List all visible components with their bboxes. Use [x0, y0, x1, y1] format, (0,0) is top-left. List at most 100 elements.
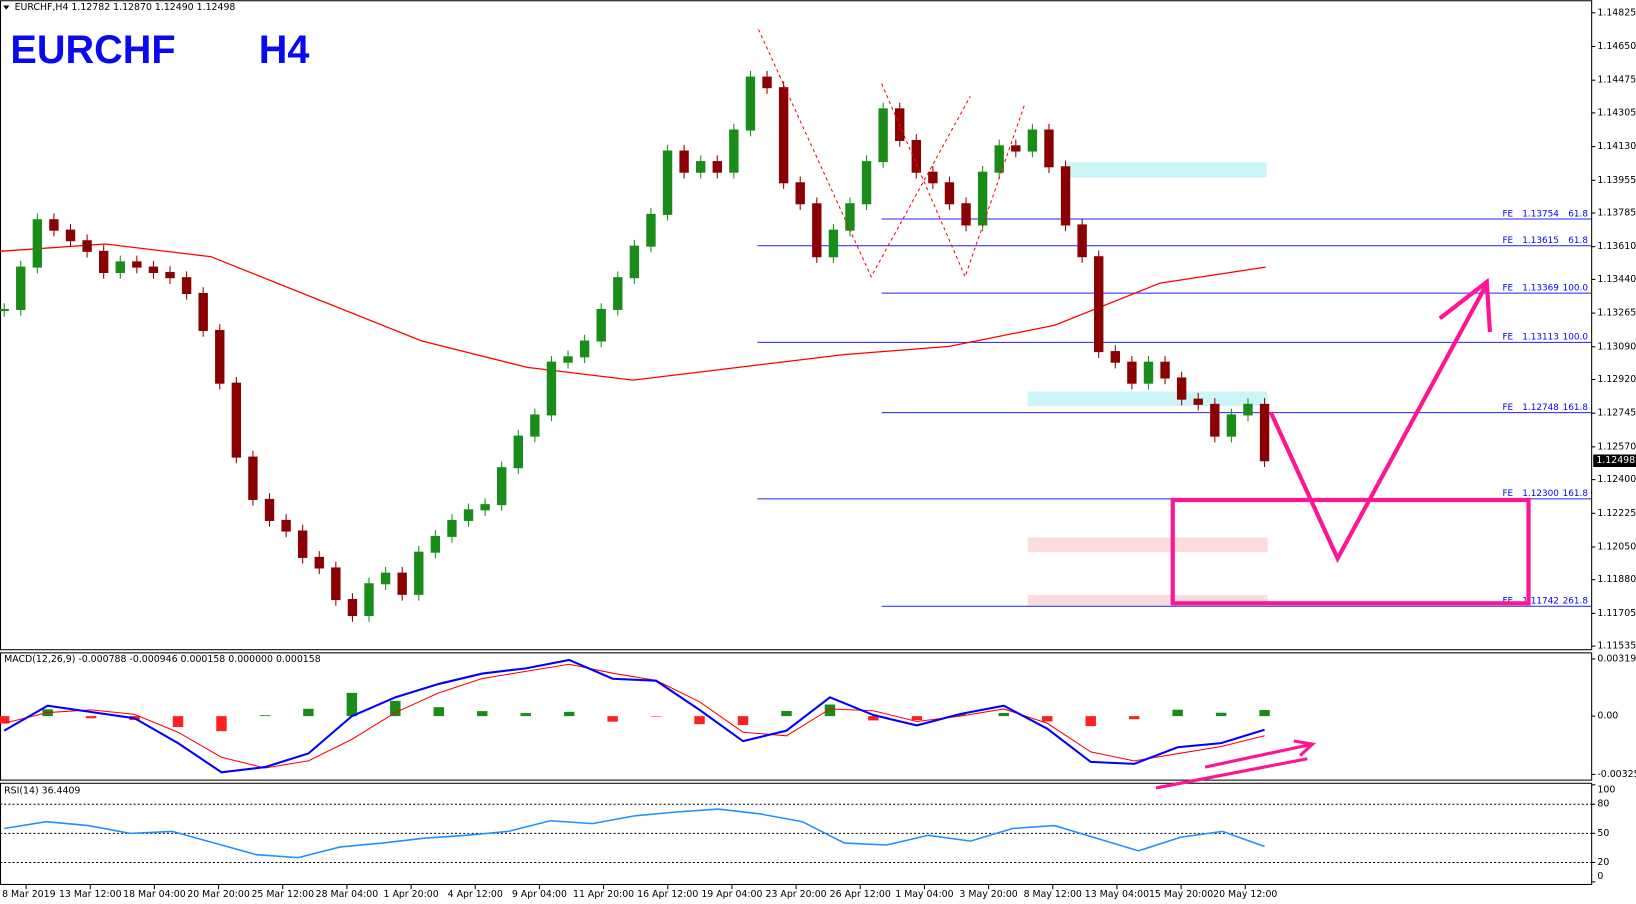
candle	[414, 551, 424, 595]
candle	[530, 414, 540, 437]
y-tick-label: 100	[1597, 785, 1615, 796]
osma-bar	[259, 715, 271, 717]
osma-bar	[477, 711, 488, 717]
y-tick-label: 1.12225	[1597, 508, 1636, 519]
x-tick-label: 16 Apr 12:00	[637, 889, 698, 900]
fe-ratio: 161.8	[1563, 489, 1589, 499]
x-tick-label: 4 Apr 12:00	[448, 889, 503, 900]
candle	[1027, 129, 1038, 152]
candle	[1060, 166, 1071, 226]
x-tick-label: 20 Mar 20:00	[187, 889, 250, 900]
candle	[845, 203, 855, 231]
zigzag	[881, 83, 1026, 279]
osma-bar	[563, 711, 575, 717]
candle	[1193, 398, 1203, 405]
osma-bar	[650, 716, 662, 717]
y-tick-label: 1.12570	[1597, 441, 1636, 452]
arrow-head	[1293, 739, 1316, 757]
osma-bar	[694, 716, 705, 725]
y-tick-label: 1.13090	[1597, 341, 1636, 352]
candle	[911, 139, 921, 173]
osma-bar	[1042, 716, 1053, 722]
candle	[148, 266, 159, 274]
x-tick-label: 20 May 12:00	[1213, 889, 1277, 900]
arrow-head	[1438, 277, 1493, 333]
candle	[132, 261, 142, 268]
osma-bar	[85, 716, 97, 719]
candle	[1094, 256, 1104, 353]
plot-layer: 1.14825 1.14650 1.14475 1.14305 1.14130 1.139…	[0, 7, 1636, 900]
osma-bar	[390, 700, 401, 717]
candle	[1127, 361, 1137, 384]
fe-ratio: 61.8	[1568, 209, 1588, 219]
current-price-box	[1593, 454, 1636, 468]
candle	[1259, 403, 1270, 462]
candle	[977, 171, 988, 226]
y-tick-label: 1.13265	[1597, 308, 1636, 319]
candle	[828, 229, 839, 258]
candle	[1176, 377, 1187, 400]
osma-bar	[868, 716, 879, 721]
x-tick-label: 23 Apr 20:00	[766, 889, 827, 900]
candle	[82, 240, 92, 252]
resistance-zone	[1066, 161, 1267, 178]
signal-line	[4, 663, 1265, 769]
rsi-label: RSI(14) 36.4409	[4, 786, 80, 797]
osma-bar	[607, 716, 618, 722]
x-tick-label: 8 May 12:00	[1024, 889, 1082, 900]
candle	[613, 277, 623, 310]
fe-ratio: 100.0	[1563, 283, 1589, 293]
osma-bar	[172, 716, 184, 728]
candle	[397, 572, 407, 595]
fe-tag: FE	[1502, 209, 1513, 219]
osma-bar	[346, 692, 358, 717]
candle	[380, 572, 391, 585]
menu-triangle[interactable]	[3, 5, 10, 10]
candle	[65, 229, 76, 242]
candle	[16, 266, 26, 310]
candle	[596, 308, 606, 342]
fe-tag: FE	[1502, 333, 1513, 343]
candle	[231, 382, 242, 458]
fe-price: 1.12300	[1522, 489, 1559, 499]
y-tick-label: 1.13785	[1597, 208, 1636, 219]
zigzag	[758, 29, 971, 278]
candle	[1011, 145, 1021, 152]
osma-bar	[303, 708, 314, 717]
y-tick-label: 1.11880	[1597, 574, 1636, 585]
x-tick-label: 26 Apr 12:00	[830, 889, 891, 900]
candle	[928, 171, 938, 184]
candle	[712, 161, 722, 173]
candle	[646, 213, 656, 247]
y-tick-label: 20	[1597, 857, 1609, 868]
osma-bar	[0, 716, 10, 724]
y-tick-label: 80	[1597, 799, 1609, 810]
osma-bar	[1172, 709, 1183, 717]
candle	[1160, 361, 1170, 379]
annotations	[758, 29, 1531, 790]
candle	[32, 219, 43, 268]
candle	[762, 76, 772, 89]
osma-bar	[1128, 716, 1140, 720]
macd-frame	[0, 652, 1593, 781]
candle	[0, 308, 9, 312]
osma-bar	[911, 716, 923, 721]
x-tick-label: 9 Apr 04:00	[512, 889, 567, 900]
candle	[1210, 403, 1220, 437]
rsi-line	[4, 808, 1265, 859]
fe-price: 1.13754	[1522, 209, 1559, 219]
y-tick-label: 1.12050	[1597, 541, 1636, 552]
title-timeframe: H4	[259, 28, 310, 72]
candle	[961, 203, 971, 226]
y-tick-label: 1.12400	[1597, 474, 1636, 485]
zones	[1027, 161, 1268, 606]
y-tick-label: 1.13610	[1597, 241, 1636, 252]
y-tick-label: -0.003259	[1597, 769, 1636, 780]
x-tick-label: 13 Mar 12:00	[59, 889, 122, 900]
candle	[1143, 361, 1154, 384]
fe-ratio: 161.8	[1563, 403, 1589, 413]
candle	[98, 250, 109, 274]
candle	[778, 87, 789, 184]
candle	[281, 519, 291, 532]
